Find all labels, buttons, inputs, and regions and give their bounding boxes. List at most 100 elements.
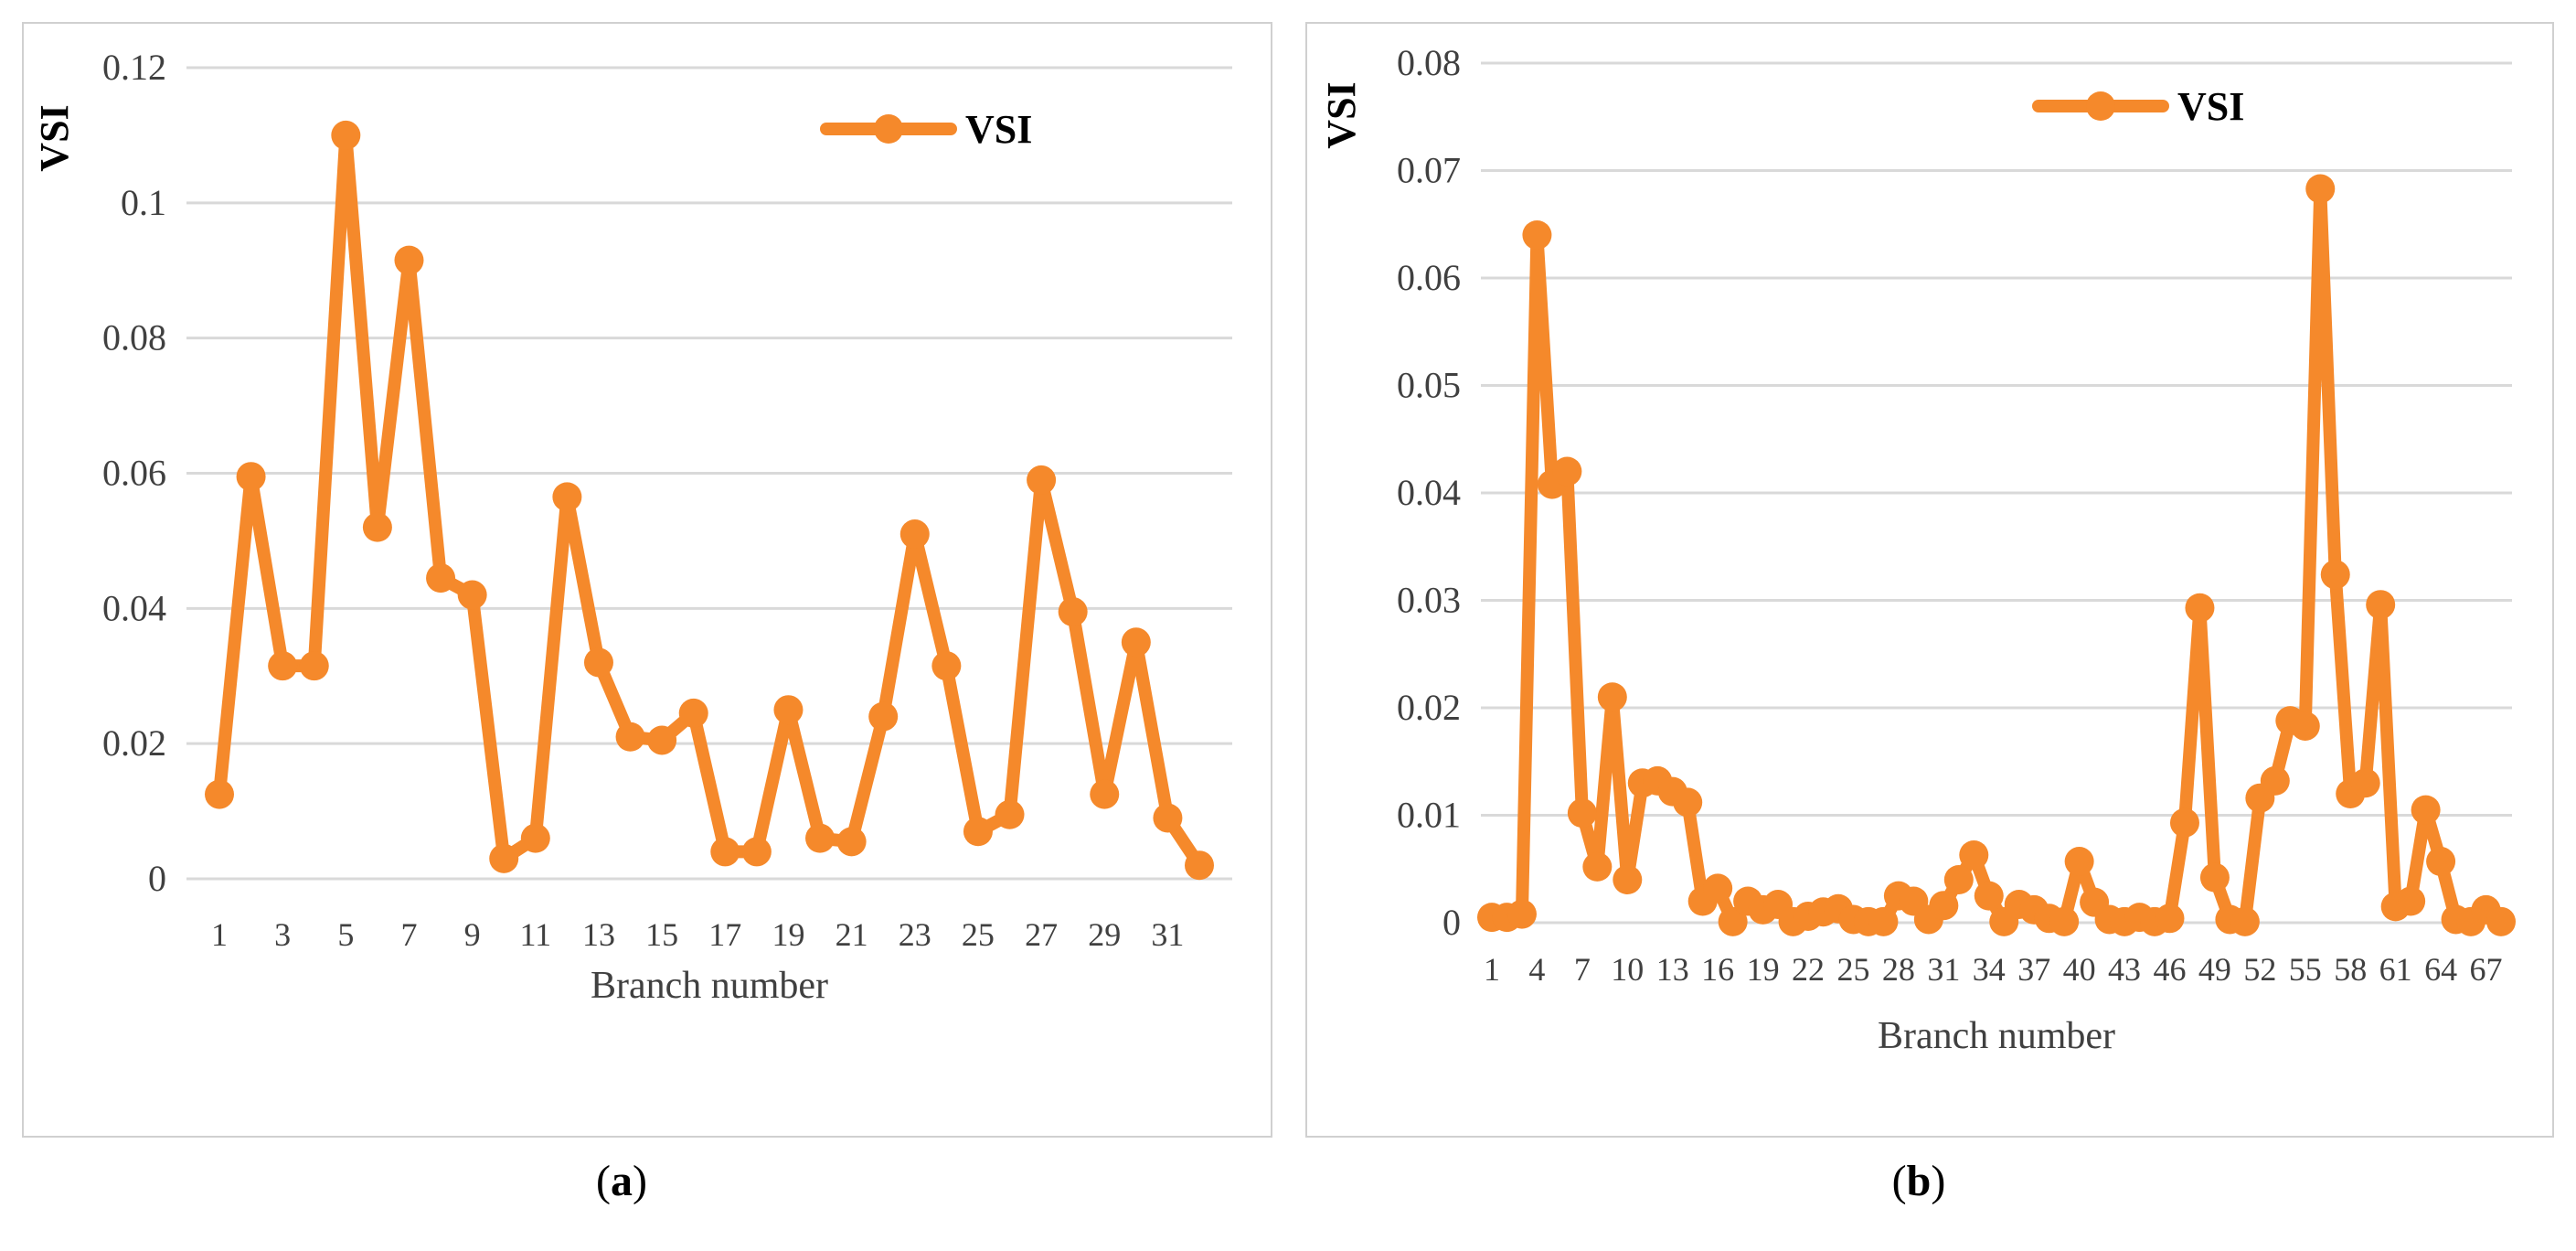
x-tick-label: 29	[1088, 916, 1121, 953]
data-point	[268, 651, 298, 681]
data-point	[2305, 174, 2336, 204]
y-tick-label: 0.08	[1397, 42, 1461, 83]
data-point	[1153, 803, 1183, 833]
data-point	[583, 647, 613, 678]
data-point	[2411, 795, 2441, 825]
data-point	[2260, 765, 2290, 796]
x-tick-label: 7	[1574, 951, 1591, 988]
data-point	[205, 779, 234, 809]
x-tick-label: 3	[274, 916, 291, 953]
data-point	[489, 843, 519, 873]
x-tick-label: 34	[1973, 951, 2006, 988]
y-tick-label: 0.05	[1397, 365, 1461, 406]
data-point	[995, 799, 1025, 829]
x-tick-label: 58	[2334, 951, 2367, 988]
y-tick-label: 0.1	[121, 182, 166, 223]
data-point	[1703, 873, 1733, 904]
y-tick-label: 0.12	[102, 47, 166, 88]
chart-a: 00.020.040.060.080.10.121 3 5 7 9 11 13 15 17 19 2…	[32, 47, 1232, 1007]
caption-a-label: a	[611, 1157, 633, 1205]
legend-marker	[2086, 91, 2115, 121]
x-tick-label: 19	[772, 916, 804, 953]
y-tick-label: 0.07	[1397, 150, 1461, 191]
data-point	[236, 462, 266, 492]
data-point	[1567, 798, 1597, 829]
chart-panel-a: 0 0.02 0.04 0.06 0.08 0.1 0.12 1 3 5 7 9 11 13 15 17 19 2…	[22, 22, 1272, 1138]
data-point	[836, 827, 867, 857]
data-point	[2366, 590, 2396, 620]
x-tick-label: 61	[2379, 951, 2412, 988]
data-point	[1185, 850, 1214, 881]
y-tick-label: 0	[148, 858, 166, 899]
x-tick-label: 22	[1792, 951, 1825, 988]
x-tick-label: 17	[708, 916, 741, 953]
y-tick-label: 0.04	[1397, 472, 1461, 513]
x-tick-label: 21	[836, 916, 868, 953]
data-point	[2185, 593, 2215, 623]
data-point	[1121, 627, 1151, 658]
x-tick-label: 55	[2289, 951, 2322, 988]
legend-label: VSI	[2177, 84, 2244, 129]
y-tick-label: 0.02	[102, 722, 166, 764]
x-tick-label: 52	[2243, 951, 2276, 988]
y-tick-label: 0.02	[1397, 687, 1461, 728]
data-point	[426, 563, 456, 593]
data-point	[299, 651, 329, 681]
x-tick-label: 27	[1025, 916, 1058, 953]
y-axis-label: VSI	[1319, 81, 1364, 148]
legend-label: VSI	[965, 107, 1032, 152]
y-tick-label: 0.06	[1397, 257, 1461, 298]
caption-a: (a)	[596, 1157, 647, 1205]
x-tick-label: 10	[1611, 951, 1644, 988]
data-point	[457, 580, 487, 610]
caption-b-label: b	[1906, 1157, 1932, 1205]
data-point	[1582, 851, 1613, 882]
x-tick-label: 28	[1882, 951, 1915, 988]
data-point	[2169, 807, 2199, 838]
x-tick-label: 15	[645, 916, 678, 953]
data-point	[394, 245, 424, 275]
data-point	[1506, 899, 1537, 929]
x-tick-label: 49	[2198, 951, 2231, 988]
data-point	[899, 519, 930, 550]
data-point	[2350, 768, 2380, 798]
x-tick-label: 37	[2017, 951, 2050, 988]
data-point	[1974, 881, 2004, 911]
chart-panel-b: 0 0.01 0.02 0.03 0.04 0.05 0.06 0.07 0.08 1 4 7 10 13…	[1305, 22, 2554, 1138]
data-point	[1929, 891, 1959, 921]
x-tick-label: 40	[2063, 951, 2096, 988]
y-tick-label: 0.06	[102, 453, 166, 494]
data-point	[2486, 906, 2516, 936]
x-tick-label: 7	[400, 916, 417, 953]
data-point	[710, 837, 740, 867]
x-tick-label: 64	[2424, 951, 2457, 988]
data-point	[362, 512, 392, 542]
y-tick-label: 0.01	[1397, 795, 1461, 836]
x-tick-label: 9	[464, 916, 481, 953]
data-point	[1058, 597, 1088, 627]
data-point	[741, 837, 772, 867]
data-point	[1673, 787, 1703, 818]
data-point	[1959, 839, 1989, 870]
x-tick-label: 46	[2153, 951, 2186, 988]
data-point	[2290, 711, 2320, 741]
data-point	[1868, 906, 1899, 936]
x-axis-label: Branch number	[1878, 1015, 2115, 1057]
x-tick-label: 4	[1528, 951, 1545, 988]
data-point	[2396, 886, 2426, 916]
data-point	[1522, 220, 1552, 250]
data-point	[2199, 862, 2230, 893]
x-axis-label: Branch number	[591, 965, 828, 1007]
data-point	[2049, 906, 2080, 936]
data-point	[1552, 456, 1582, 486]
data-point	[868, 701, 899, 732]
y-tick-label: 0.04	[102, 587, 166, 628]
x-tick-label: 31	[1927, 951, 1960, 988]
y-axis-label: VSI	[32, 104, 77, 171]
series-line	[213, 128, 1206, 872]
x-tick-label: 1	[211, 916, 228, 953]
x-tick-label: 5	[337, 916, 354, 953]
x-tick-label: 13	[1656, 951, 1689, 988]
y-tick-label: 0	[1442, 902, 1461, 943]
x-tick-label: 13	[582, 916, 615, 953]
